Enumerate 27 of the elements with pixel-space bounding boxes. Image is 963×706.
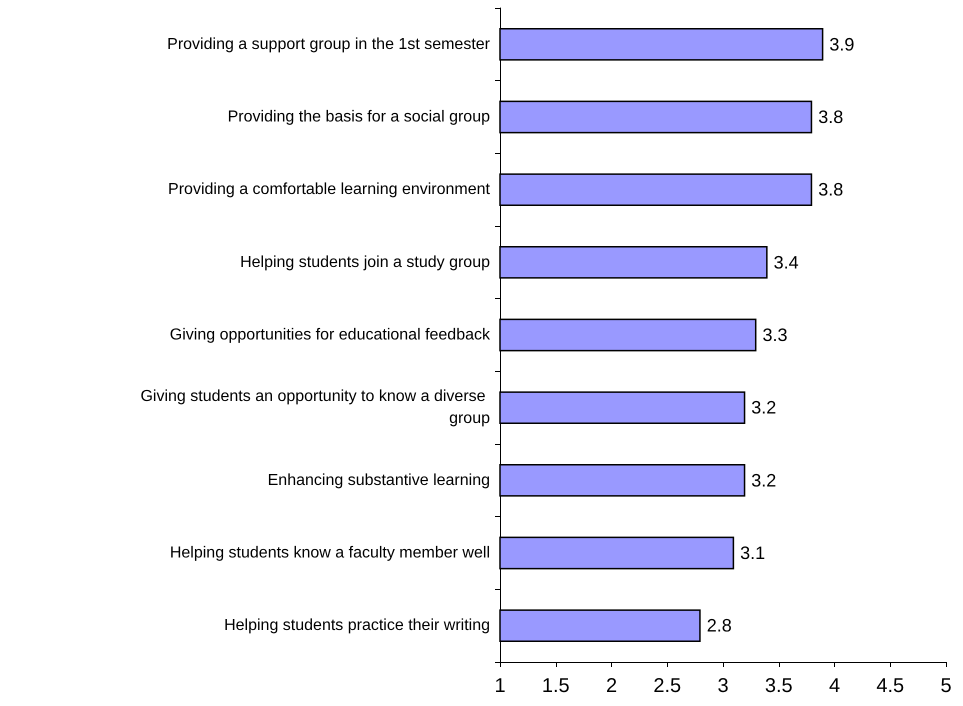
- y-tick-label: Helping students practice their writing: [224, 617, 490, 634]
- y-tick-label: Providing a comfortable learning environment: [168, 181, 491, 198]
- x-tick-label: 3: [717, 675, 729, 697]
- x-tick-label: 2: [606, 675, 618, 697]
- y-tick-label: Giving opportunities for educational feedback: [170, 326, 491, 344]
- x-tick-label: 1.5: [542, 675, 570, 697]
- data-label: 3.1: [740, 543, 766, 563]
- data-label: 3.2: [751, 398, 776, 418]
- x-tick-label: 4.5: [876, 675, 904, 697]
- x-tick-label: 5: [940, 675, 952, 697]
- data-label: 3.8: [818, 107, 844, 127]
- x-tick-label: 3.5: [764, 675, 793, 697]
- y-tick-label: Giving students an opportunity to know a diverse group: [140, 388, 490, 428]
- y-tick-label: Providing the basis for a social group: [228, 108, 490, 126]
- x-tick-label: 4: [828, 675, 840, 697]
- x-tick-label: 2.5: [653, 675, 682, 697]
- data-label: 3.2: [751, 470, 776, 490]
- x-tick-label: 1: [494, 675, 506, 697]
- data-label: 2.8: [706, 616, 732, 636]
- data-label: 3.9: [829, 34, 854, 54]
- data-label: 3.3: [762, 325, 788, 345]
- data-label: 3.8: [818, 180, 844, 200]
- y-tick-label: Providing a support group in the 1st semester: [167, 36, 491, 53]
- y-tick-label: Enhancing substantive learning: [268, 472, 490, 489]
- data-label: 3.4: [774, 252, 799, 272]
- y-tick-label: Helping students know a faculty member well: [170, 544, 490, 562]
- y-tick-label: Helping students join a study group: [240, 254, 490, 271]
